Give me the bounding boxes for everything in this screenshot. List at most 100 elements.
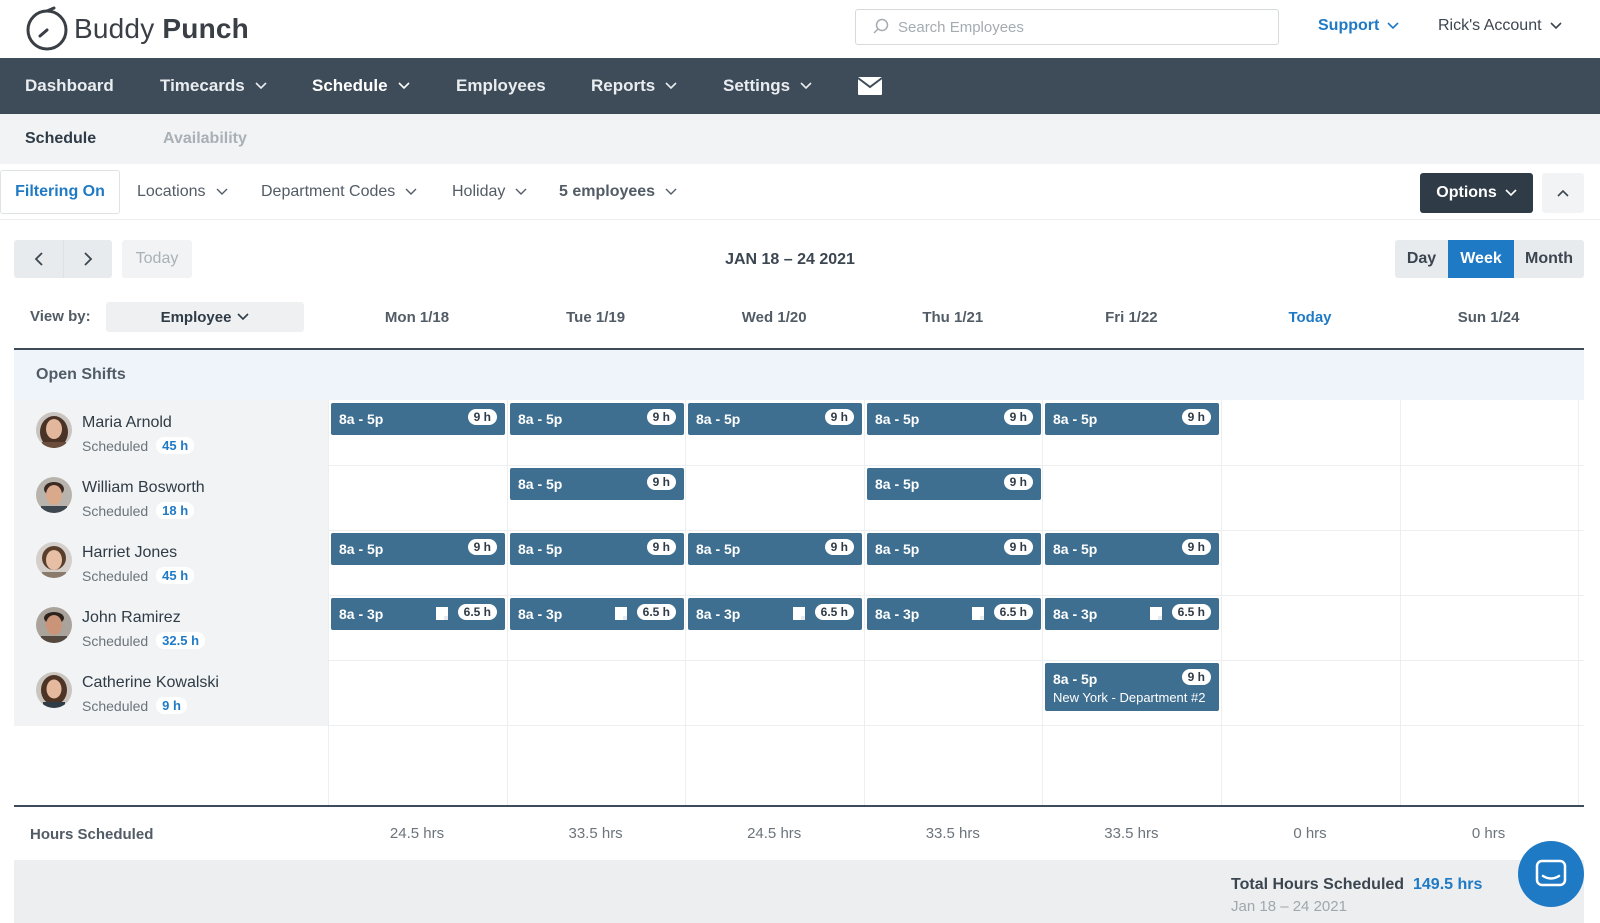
avatar <box>36 672 72 708</box>
shift-block[interactable]: 8a - 5p 9 h <box>331 533 505 565</box>
shift-duration-badge: 9 h <box>467 409 497 425</box>
day-header[interactable]: Thu 1/21 <box>922 309 984 326</box>
day-total-hours: 24.5 hrs <box>389 825 445 842</box>
open-shifts-row[interactable]: Open Shifts <box>14 350 1584 400</box>
collapse-filters-button[interactable] <box>1542 173 1584 213</box>
chevron-down-icon <box>665 82 677 90</box>
subnav-schedule[interactable]: Schedule <box>25 130 97 147</box>
grid-column-divider <box>1578 400 1579 805</box>
nav-dashboard[interactable]: Dashboard <box>25 76 114 95</box>
shift-block[interactable]: 8a - 5p 9 h <box>688 533 862 565</box>
previous-week-button[interactable] <box>14 240 63 278</box>
hours-scheduled-label: Hours Scheduled <box>30 826 154 843</box>
day-header[interactable]: Mon 1/18 <box>384 309 450 326</box>
scheduled-hours-badge: 45 h <box>156 567 195 584</box>
employee-row[interactable]: Harriet Jones Scheduled 45 h <box>14 530 328 595</box>
shift-time: 8a - 5p <box>518 476 563 492</box>
support-menu[interactable]: Support <box>1318 17 1399 35</box>
employee-name[interactable]: John Ramirez <box>82 609 181 626</box>
buddy-punch-logo[interactable]: Buddy Punch <box>24 4 249 54</box>
view-by-select[interactable]: Employee <box>106 302 304 332</box>
shift-time: 8a - 3p <box>339 606 384 622</box>
shift-block[interactable]: 8a - 5p 9 h <box>1045 533 1219 565</box>
shift-time: 8a - 3p <box>518 606 563 622</box>
subnav-availability[interactable]: Availability <box>163 130 247 147</box>
nav-schedule[interactable]: Schedule <box>312 58 410 114</box>
employee-name[interactable]: William Bosworth <box>82 479 205 496</box>
shift-block[interactable]: 8a - 5p 9 h <box>688 403 862 435</box>
grid-row-divider <box>328 595 1584 596</box>
nav-reports[interactable]: Reports <box>591 58 677 114</box>
day-header[interactable]: Fri 1/22 <box>1105 309 1158 326</box>
shift-block[interactable]: 8a - 5p 9 h <box>867 533 1041 565</box>
nav-settings[interactable]: Settings <box>723 58 812 114</box>
shift-block[interactable]: 8a - 5p 9 h <box>510 533 684 565</box>
grid-column-divider <box>507 400 508 805</box>
search-icon <box>873 18 889 34</box>
next-week-button[interactable] <box>63 240 112 278</box>
today-button[interactable]: Today <box>122 240 192 278</box>
view-month-button[interactable]: Month <box>1514 240 1584 278</box>
search-input[interactable]: Search Employees <box>855 9 1279 45</box>
employee-row[interactable]: William Bosworth Scheduled 18 h <box>14 465 328 530</box>
day-header[interactable]: Tue 1/19 <box>566 309 626 326</box>
filter-bar: Filtering On Locations Department Codes … <box>0 170 1600 220</box>
shift-time: 8a - 5p <box>1053 411 1098 427</box>
employees-filter[interactable]: 5 employees <box>559 183 677 201</box>
view-day-button[interactable]: Day <box>1395 240 1448 278</box>
department-codes-filter[interactable]: Department Codes <box>261 183 417 201</box>
employee-scheduled: Scheduled 45 h <box>82 567 195 584</box>
shift-block[interactable]: 8a - 3p 6.5 h <box>510 598 684 630</box>
employee-name[interactable]: Catherine Kowalski <box>82 674 219 691</box>
day-total-hours: 33.5 hrs <box>925 825 980 842</box>
day-header[interactable]: Wed 1/20 <box>741 309 807 326</box>
shift-block[interactable]: 8a - 5p 9 h <box>867 468 1041 500</box>
employee-row[interactable]: Maria Arnold Scheduled 45 h <box>14 400 328 465</box>
shift-block[interactable]: 8a - 5p 9 h <box>510 468 684 500</box>
chevron-down-icon <box>405 188 417 195</box>
chat-launcher-button[interactable] <box>1518 841 1584 907</box>
locations-filter[interactable]: Locations <box>137 183 228 201</box>
grid-column-divider <box>1042 400 1043 805</box>
shift-block[interactable]: 8a - 3p 6.5 h <box>688 598 862 630</box>
chevron-down-icon <box>255 82 267 90</box>
shift-block[interactable]: 8a - 5p 9 h <box>331 403 505 435</box>
shift-block[interactable]: 8a - 5p 9 h New York - Department #2 <box>1045 663 1219 711</box>
employee-row[interactable]: Catherine Kowalski Scheduled 9 h <box>14 660 328 725</box>
shift-duration-badge: 9 h <box>1003 539 1033 555</box>
logo-text: Buddy Punch <box>74 13 249 44</box>
shift-block[interactable]: 8a - 3p 6.5 h <box>331 598 505 630</box>
nav-employees[interactable]: Employees <box>456 76 546 95</box>
day-header[interactable]: Sun 1/24 <box>1457 309 1520 326</box>
employee-name[interactable]: Harriet Jones <box>82 544 178 561</box>
chevron-down-icon <box>800 82 812 90</box>
main-nav: Dashboard Timecards Schedule Employees R… <box>0 58 1600 114</box>
employee-name[interactable]: Maria Arnold <box>82 414 172 431</box>
employee-row[interactable]: John Ramirez Scheduled 32.5 h <box>14 595 328 660</box>
day-total-hours: 33.5 hrs <box>1104 825 1159 842</box>
grid-row-divider <box>328 465 1584 466</box>
totals-footer <box>14 860 1584 923</box>
shift-block[interactable]: 8a - 5p 9 h <box>867 403 1041 435</box>
account-menu[interactable]: Rick's Account <box>1438 17 1562 35</box>
shift-duration-badge: 6.5 h <box>993 604 1033 620</box>
nav-messages[interactable] <box>857 58 883 114</box>
options-button[interactable]: Options <box>1420 173 1533 213</box>
view-by-label: View by: <box>30 308 91 325</box>
shift-time: 8a - 5p <box>518 541 563 557</box>
employee-scheduled: Scheduled 32.5 h <box>82 632 206 649</box>
envelope-icon <box>857 77 883 95</box>
nav-timecards[interactable]: Timecards <box>160 58 267 114</box>
shift-block[interactable]: 8a - 5p 9 h <box>510 403 684 435</box>
shift-block[interactable]: 8a - 3p 6.5 h <box>867 598 1041 630</box>
employee-column: Maria Arnold Scheduled 45 h William Boswo… <box>14 400 328 726</box>
day-header[interactable]: Today <box>1288 309 1332 326</box>
shift-block[interactable]: 8a - 5p 9 h <box>1045 403 1219 435</box>
shift-duration-badge: 9 h <box>1181 669 1211 685</box>
filtering-on-button[interactable]: Filtering On <box>0 170 120 214</box>
shift-block[interactable]: 8a - 3p 6.5 h <box>1045 598 1219 630</box>
view-week-button[interactable]: Week <box>1448 240 1514 278</box>
holiday-filter[interactable]: Holiday <box>452 183 527 201</box>
shift-time: 8a - 5p <box>1053 541 1098 557</box>
shift-time: 8a - 5p <box>875 476 920 492</box>
